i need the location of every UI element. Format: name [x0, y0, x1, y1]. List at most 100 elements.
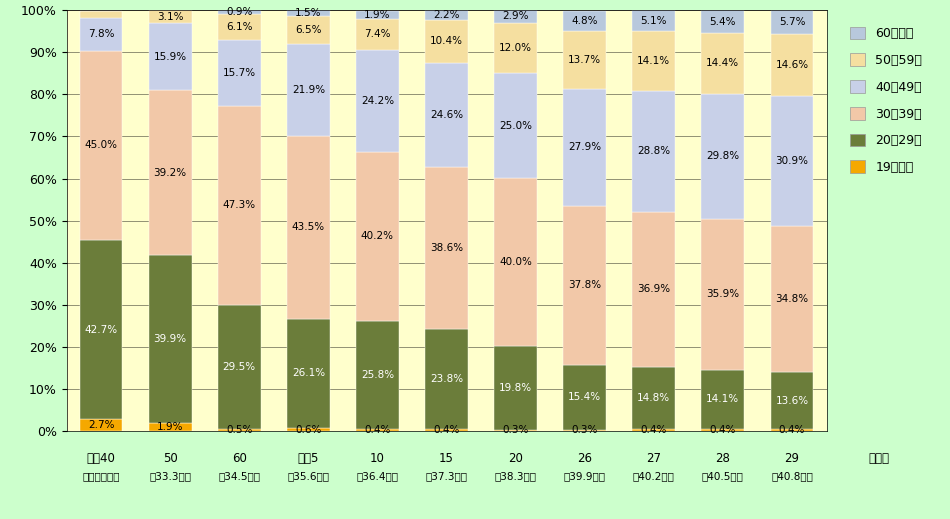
- Text: 13.6%: 13.6%: [775, 395, 808, 405]
- Text: 15.9%: 15.9%: [154, 52, 187, 62]
- Bar: [356, 50, 399, 152]
- Bar: [425, 10, 468, 20]
- Text: 0.5%: 0.5%: [226, 425, 253, 435]
- Text: 0.4%: 0.4%: [779, 425, 806, 435]
- Text: 36.9%: 36.9%: [637, 284, 671, 294]
- Bar: [287, 44, 330, 135]
- Text: 10: 10: [370, 452, 385, 465]
- Text: 10.4%: 10.4%: [430, 36, 463, 47]
- Text: （36.4歳）: （36.4歳）: [356, 471, 398, 481]
- Text: 40.2%: 40.2%: [361, 231, 394, 241]
- Text: 0.4%: 0.4%: [640, 425, 667, 435]
- Text: 3.1%: 3.1%: [157, 12, 183, 22]
- Text: 50: 50: [162, 452, 178, 465]
- Legend: 60歳以上, 50～59歳, 40～49歳, 30～39歳, 20～29歳, 19歳以下: 60歳以上, 50～59歳, 40～49歳, 30～39歳, 20～29歳, 1…: [841, 17, 932, 184]
- Bar: [149, 255, 192, 423]
- Bar: [563, 430, 606, 431]
- Text: 24.2%: 24.2%: [361, 96, 394, 106]
- Text: 38.6%: 38.6%: [430, 243, 463, 253]
- Bar: [770, 429, 813, 431]
- Text: 7.8%: 7.8%: [87, 30, 114, 39]
- Text: 13.7%: 13.7%: [568, 55, 601, 65]
- Text: 47.3%: 47.3%: [222, 200, 256, 210]
- Text: 0.3%: 0.3%: [572, 425, 598, 435]
- Text: 14.8%: 14.8%: [637, 393, 671, 403]
- Bar: [218, 106, 260, 305]
- Text: 39.9%: 39.9%: [154, 334, 187, 344]
- Bar: [80, 240, 123, 419]
- Bar: [425, 20, 468, 63]
- Text: 14.1%: 14.1%: [706, 394, 739, 404]
- Text: 30.9%: 30.9%: [775, 156, 808, 166]
- Bar: [633, 91, 675, 212]
- Text: 14.1%: 14.1%: [637, 56, 671, 66]
- Text: 34.8%: 34.8%: [775, 294, 808, 304]
- Bar: [149, 90, 192, 255]
- Text: 23.8%: 23.8%: [430, 374, 463, 384]
- Bar: [356, 11, 399, 19]
- Text: 21.9%: 21.9%: [292, 85, 325, 94]
- Bar: [701, 429, 744, 431]
- Bar: [633, 367, 675, 429]
- Text: 25.8%: 25.8%: [361, 370, 394, 380]
- Text: （34.5歳）: （34.5歳）: [218, 471, 260, 481]
- Text: （40.8歳）: （40.8歳）: [771, 471, 813, 481]
- Bar: [218, 429, 260, 431]
- Text: 15.7%: 15.7%: [222, 68, 256, 78]
- Bar: [218, 305, 260, 429]
- Text: 6.5%: 6.5%: [295, 25, 321, 35]
- Bar: [149, 23, 192, 90]
- Bar: [287, 319, 330, 428]
- Bar: [633, 212, 675, 367]
- Bar: [287, 10, 330, 16]
- Bar: [563, 206, 606, 365]
- Bar: [356, 19, 399, 50]
- Bar: [563, 89, 606, 206]
- Bar: [494, 22, 537, 73]
- Bar: [80, 18, 123, 51]
- Bar: [770, 10, 813, 34]
- Text: （37.3歳）: （37.3歳）: [426, 471, 467, 481]
- Text: 0.4%: 0.4%: [433, 425, 460, 435]
- Text: 39.2%: 39.2%: [154, 168, 187, 177]
- Text: 4.8%: 4.8%: [572, 16, 598, 26]
- Bar: [494, 346, 537, 430]
- Text: 1.9%: 1.9%: [364, 10, 390, 20]
- Text: 28.8%: 28.8%: [637, 146, 671, 156]
- Bar: [770, 372, 813, 429]
- Bar: [494, 178, 537, 346]
- Bar: [770, 34, 813, 95]
- Text: 43.5%: 43.5%: [292, 222, 325, 232]
- Text: 29.8%: 29.8%: [706, 151, 739, 161]
- Text: 0.4%: 0.4%: [364, 425, 390, 435]
- Bar: [80, 11, 123, 18]
- Text: （35.6歳）: （35.6歳）: [287, 471, 330, 481]
- Text: 平成5: 平成5: [297, 452, 319, 465]
- Bar: [633, 31, 675, 91]
- Text: 0.6%: 0.6%: [295, 425, 321, 434]
- Text: 15: 15: [439, 452, 454, 465]
- Bar: [149, 10, 192, 23]
- Text: （年）: （年）: [868, 452, 889, 465]
- Text: 42.7%: 42.7%: [85, 325, 118, 335]
- Text: 14.6%: 14.6%: [775, 60, 808, 70]
- Text: 0.9%: 0.9%: [226, 7, 253, 17]
- Bar: [80, 51, 123, 240]
- Bar: [701, 10, 744, 33]
- Text: 1.9%: 1.9%: [157, 422, 183, 432]
- Text: （33.3歳）: （33.3歳）: [149, 471, 191, 481]
- Text: 6.1%: 6.1%: [226, 22, 253, 32]
- Bar: [770, 226, 813, 372]
- Text: 2.9%: 2.9%: [503, 11, 529, 21]
- Text: 5.7%: 5.7%: [779, 17, 806, 28]
- Bar: [425, 329, 468, 429]
- Text: 昭和40: 昭和40: [86, 452, 116, 465]
- Bar: [218, 14, 260, 40]
- Text: （40.2歳）: （40.2歳）: [633, 471, 674, 481]
- Text: （39.9歳）: （39.9歳）: [563, 471, 606, 481]
- Text: （38.3歳）: （38.3歳）: [495, 471, 537, 481]
- Bar: [633, 10, 675, 31]
- Text: 5.1%: 5.1%: [640, 16, 667, 25]
- Bar: [356, 321, 399, 429]
- Bar: [149, 423, 192, 431]
